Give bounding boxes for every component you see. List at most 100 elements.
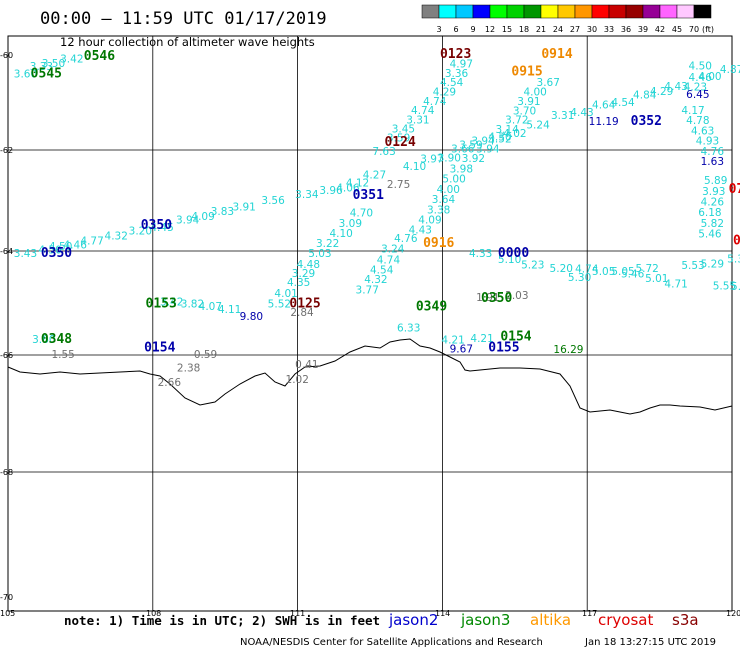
legend-swatch — [625, 4, 644, 19]
wave-height-value: 4.00 — [698, 71, 721, 83]
pass-time-label: 0350 — [481, 291, 512, 306]
wave-height-value: 2.38 — [177, 362, 200, 374]
wave-height-value: 3.82 — [181, 299, 204, 311]
legend-tick: 45 — [672, 25, 682, 34]
wave-height-value: 6.45 — [686, 89, 709, 101]
wave-height-value: 4.43 — [570, 107, 593, 119]
legend-swatch — [591, 4, 610, 19]
lon-label: 111 — [290, 609, 305, 618]
wave-height-value: 4.30 — [488, 132, 511, 144]
wave-height-value: 5.05 — [611, 266, 634, 278]
pass-time-label: 0155 — [488, 340, 519, 355]
wave-height-value: 7.63 — [372, 146, 395, 158]
legend-unit: (ft) — [702, 25, 714, 34]
lon-labels: 105 108 111 114 117 120 — [0, 609, 740, 618]
wave-height-value: 3.14 — [495, 124, 519, 136]
wave-height-value: 0.41 — [295, 359, 318, 371]
wave-height-value: 3.29 — [292, 268, 315, 280]
pass-time-label: 0125 — [289, 297, 320, 312]
wave-height-value: 4.09 — [418, 215, 441, 227]
wave-height-value: 3.94 — [471, 135, 495, 147]
wave-height-value: 3.77 — [356, 285, 379, 297]
wave-height-value: 4.11 — [218, 304, 241, 316]
wave-height-tracks: 3.603.333.503.423.43 4.504.504.464.77 4.32… — [14, 54, 740, 389]
wave-height-value: 6.18 — [698, 207, 721, 219]
wave-height-value: 5.29 — [701, 259, 724, 271]
wave-height-value: 3.67 — [537, 77, 560, 89]
lon-label: 105 — [0, 609, 15, 618]
satellite-name: altika — [530, 611, 571, 629]
wave-height-value: 3.93 — [702, 186, 725, 198]
lat-label: -68 — [0, 468, 13, 477]
wave-height-value: 3.59 — [459, 140, 482, 152]
wave-height-value: 2.03 — [505, 290, 528, 302]
wave-height-value: 3.59 — [387, 132, 410, 144]
color-legend: 3 6 9 12 15 18 21 24 27 30 33 36 39 42 45 70 (ft) — [421, 4, 714, 34]
legend-tick: 3 — [436, 25, 441, 34]
legend-swatch — [608, 4, 627, 19]
satellite-name: jason2 — [388, 611, 438, 629]
legend-tick: 6 — [453, 25, 458, 34]
wave-height-value: 4.07 — [199, 301, 222, 313]
legend-swatch — [540, 4, 559, 19]
wave-height-value: 4.43 — [664, 81, 687, 93]
wave-height-value: 3.56 — [261, 195, 285, 207]
lat-labels: -60 -62 -64 -66 -68 -70 — [0, 51, 13, 602]
wave-height-value: 4.29 — [433, 86, 456, 98]
wave-height-value: 4.78 — [686, 115, 709, 127]
wave-height-value: 5.20 — [550, 263, 573, 275]
wave-height-value: 3.91 — [232, 202, 255, 214]
pass-time-label: 0546 — [84, 49, 115, 64]
wave-height-value: 4.21 — [441, 335, 464, 347]
lon-label: 120 — [726, 609, 740, 618]
wave-height-value: 3.94 — [176, 215, 200, 227]
satellite-name: s3a — [672, 611, 699, 629]
wave-height-value: 4.32 — [364, 274, 387, 286]
pass-time-label: 0916 — [423, 236, 454, 251]
wave-height-value: 2.66 — [158, 377, 182, 389]
wave-height-value: 3.45 — [392, 123, 415, 135]
legend-swatch — [676, 4, 695, 19]
wave-height-value: 4.27 — [363, 169, 386, 181]
pass-time-label: 0154 — [500, 329, 531, 344]
subtitle: 12 hour collection of altimeter wave hei… — [60, 35, 315, 49]
wave-height-value: 5.30 — [568, 272, 591, 284]
wave-height-value: 4.97 — [450, 58, 473, 70]
wave-height-value: 11.19 — [589, 116, 619, 128]
wave-height-value: 4.06 — [336, 182, 360, 194]
wave-height-value: 5.03 — [308, 248, 331, 260]
lon-label: 108 — [146, 609, 161, 618]
pass-time-label: 0153 — [146, 297, 177, 312]
wave-height-value: 3.70 — [513, 105, 536, 117]
wave-height-value: 4.70 — [350, 208, 373, 220]
wave-height-value: 3.91 — [517, 96, 540, 108]
wave-height-value: 3.31 — [406, 114, 429, 126]
legend-tick: 12 — [485, 25, 495, 34]
pass-time-label: 0352 — [631, 114, 662, 129]
legend-tick: 24 — [553, 25, 563, 34]
lat-label: -70 — [0, 593, 13, 602]
wave-height-value: 2.75 — [387, 179, 410, 191]
wave-height-value: 4.54 — [611, 97, 635, 109]
wave-height-value: 4.23 — [684, 82, 707, 94]
wave-height-value: 3.09 — [339, 218, 362, 230]
pass-time-label: 0348 — [41, 332, 72, 347]
footer-timestamp: Jan 18 13:27:15 UTC 2019 — [584, 637, 716, 648]
wave-height-value: 3.24 — [381, 244, 405, 256]
legend-swatch — [421, 4, 440, 19]
legend-swatch — [693, 4, 712, 19]
wave-height-value: 4.26 — [701, 197, 725, 209]
wave-height-value: 9.67 — [450, 343, 473, 355]
wave-height-value: 3.66 — [451, 144, 475, 156]
wave-height-value: 4.33 — [469, 248, 492, 260]
pass-time-label: 0123 — [440, 47, 471, 62]
lat-label: -64 — [0, 247, 13, 256]
map-frame — [7, 35, 733, 612]
wave-height-value: 3.31 — [551, 110, 574, 122]
lat-label: -60 — [0, 51, 13, 60]
wave-height-value: 4.54 — [370, 264, 394, 276]
wave-height-value: 4.29 — [650, 86, 673, 98]
pass-time-label: 0124 — [384, 135, 415, 150]
wave-height-value: 5.52 — [268, 299, 291, 311]
